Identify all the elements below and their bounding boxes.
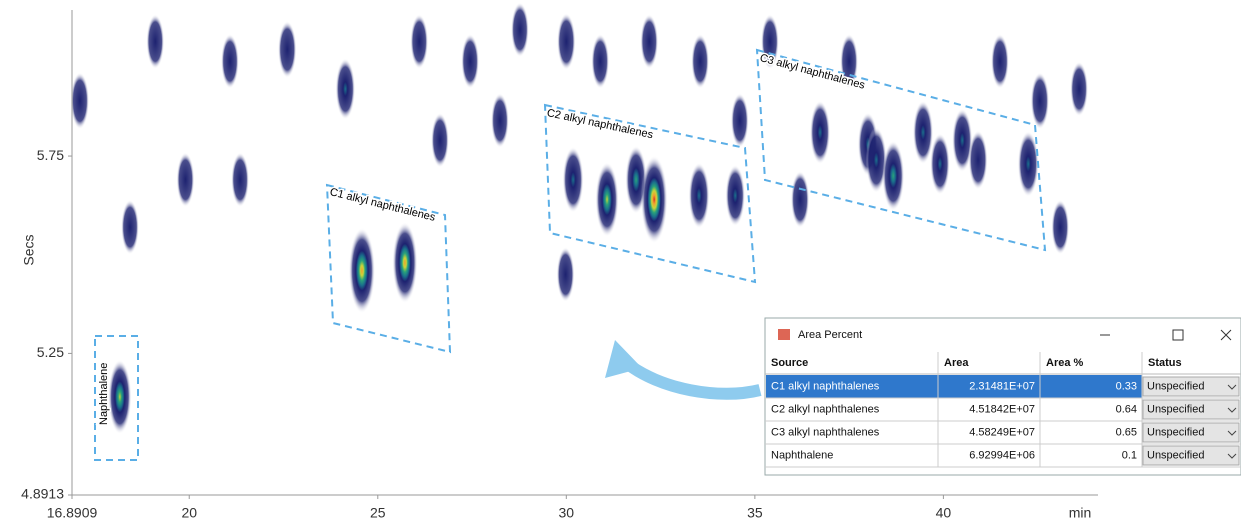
x-tick-label: 30: [559, 505, 575, 521]
cell: 0.64: [1116, 403, 1137, 415]
cell: 0.1: [1122, 449, 1137, 461]
peak: [431, 112, 449, 168]
cell: Naphthalene: [771, 449, 833, 461]
peak: [70, 72, 90, 130]
x-axis-label: min: [1069, 505, 1092, 521]
y-tick-label: 5.25: [37, 344, 64, 360]
cell: 0.33: [1116, 380, 1137, 392]
peak: [725, 164, 746, 227]
peak: [865, 127, 887, 193]
peak: [491, 93, 509, 148]
peak: [968, 130, 988, 190]
peak: [790, 171, 810, 228]
cell: 4.51842E+07: [969, 403, 1035, 415]
peak: [556, 247, 575, 302]
peak: [1017, 131, 1039, 197]
peak: [1051, 199, 1070, 255]
cell: C2 alkyl naphthalenes: [771, 403, 880, 415]
cell: Unspecified: [1147, 380, 1204, 392]
cell: Unspecified: [1147, 449, 1204, 461]
peak: [176, 152, 195, 208]
region-label: C1 alkyl naphthalenes: [329, 186, 437, 224]
peak: [231, 152, 250, 208]
peak: [991, 34, 1009, 89]
peak: [146, 14, 165, 69]
column-header: Area: [944, 357, 969, 369]
region-box: [543, 103, 757, 284]
peak: [221, 34, 239, 89]
cell: 4.58249E+07: [969, 426, 1035, 438]
status-dropdown[interactable]: [1142, 422, 1240, 443]
region-label: C2 alkyl naphthalenes: [546, 107, 655, 141]
peak: [1070, 61, 1089, 117]
window: Area Percent Source Area Area % Status C1 al…: [764, 317, 1241, 476]
region-label: Naphthalene: [98, 363, 110, 425]
peak: [121, 199, 139, 255]
cell: 0.65: [1116, 426, 1137, 438]
peak: [688, 162, 710, 229]
peak: [882, 140, 905, 211]
region-box: [755, 48, 1047, 252]
y-axis-label: Secs: [21, 234, 37, 265]
cell: 2.31481E+07: [969, 380, 1035, 392]
peak: [1030, 72, 1050, 130]
dropdown-chevron: [1227, 430, 1237, 436]
window-icon: [778, 329, 790, 340]
column-header: Area %: [1046, 357, 1084, 369]
peak: [511, 2, 529, 58]
cell: 6.92994E+06: [969, 449, 1035, 461]
peak: [392, 222, 418, 304]
peak: [108, 359, 132, 435]
peak: [335, 58, 356, 120]
peak: [591, 34, 610, 89]
peak: [278, 21, 297, 78]
arrow-head: [605, 340, 642, 378]
cell: Unspecified: [1147, 426, 1204, 438]
peak: [930, 133, 950, 195]
arrow: [621, 357, 762, 400]
close-button[interactable]: [1220, 329, 1232, 341]
x-tick-label: 35: [747, 505, 763, 521]
peak: [410, 14, 429, 69]
peak: [595, 162, 619, 237]
cell: C1 alkyl naphthalenes: [771, 380, 880, 392]
peak: [730, 93, 749, 148]
dropdown-chevron: [1227, 453, 1237, 459]
regions: [94, 48, 1047, 461]
column-header: Source: [771, 357, 808, 369]
peak: [461, 34, 480, 89]
peak: [348, 227, 376, 314]
peak: [640, 14, 659, 69]
column-header: Status: [1148, 357, 1182, 369]
x-tick-label: 40: [936, 505, 952, 521]
maximize-button[interactable]: [1172, 329, 1184, 341]
peak: [691, 34, 710, 89]
x-tick-label: 16.8909: [47, 505, 98, 521]
peak: [557, 13, 576, 70]
y-tick-label: 4.8913: [21, 486, 64, 502]
peak: [640, 155, 668, 244]
status-dropdown[interactable]: [1142, 445, 1240, 466]
peak: [952, 108, 973, 172]
x-tick-label: 25: [370, 505, 386, 521]
dropdown-chevron: [1227, 384, 1237, 390]
peak: [840, 34, 859, 89]
row-highlight: [766, 375, 1142, 398]
cell: Unspecified: [1147, 403, 1204, 415]
region-box: [325, 183, 452, 354]
y-tick-label: 5.75: [37, 147, 64, 163]
dropdown-chevron: [1227, 407, 1237, 413]
plot-area: [68, 2, 1089, 499]
x-tick-label: 20: [181, 505, 197, 521]
peak: [912, 100, 934, 165]
window-title: Area Percent: [798, 329, 862, 341]
peak: [562, 146, 584, 213]
cell: C3 alkyl naphthalenes: [771, 426, 880, 438]
peak: [809, 100, 831, 165]
status-dropdown[interactable]: [1142, 376, 1240, 397]
status-dropdown[interactable]: [1142, 399, 1240, 420]
